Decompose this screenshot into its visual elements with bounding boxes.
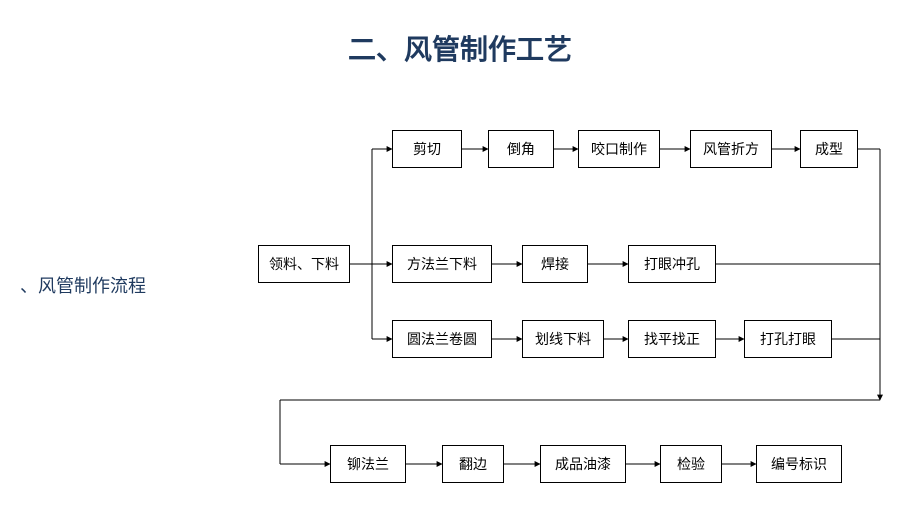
page-title: 二、风管制作工艺 (0, 28, 920, 68)
node-b5: 编号标识 (756, 445, 842, 483)
node-r1c2: 倒角 (488, 130, 554, 168)
node-r1c5: 成型 (800, 130, 858, 168)
node-r2c2: 焊接 (522, 245, 588, 283)
node-start: 领料、下料 (258, 245, 350, 283)
node-r3c1: 圆法兰卷圆 (392, 320, 492, 358)
node-r3c3: 找平找正 (628, 320, 716, 358)
node-r1c1: 剪切 (392, 130, 462, 168)
node-r1c4: 风管折方 (690, 130, 772, 168)
node-r3c2: 划线下料 (522, 320, 604, 358)
node-b3: 成品油漆 (540, 445, 626, 483)
node-r2c1: 方法兰下料 (392, 245, 492, 283)
node-b1: 铆法兰 (330, 445, 406, 483)
node-r1c3: 咬口制作 (578, 130, 660, 168)
subtitle: 、风管制作流程 (20, 272, 146, 298)
node-b4: 检验 (660, 445, 722, 483)
node-r3c4: 打孔打眼 (744, 320, 832, 358)
node-r2c3: 打眼冲孔 (628, 245, 716, 283)
node-b2: 翻边 (442, 445, 504, 483)
